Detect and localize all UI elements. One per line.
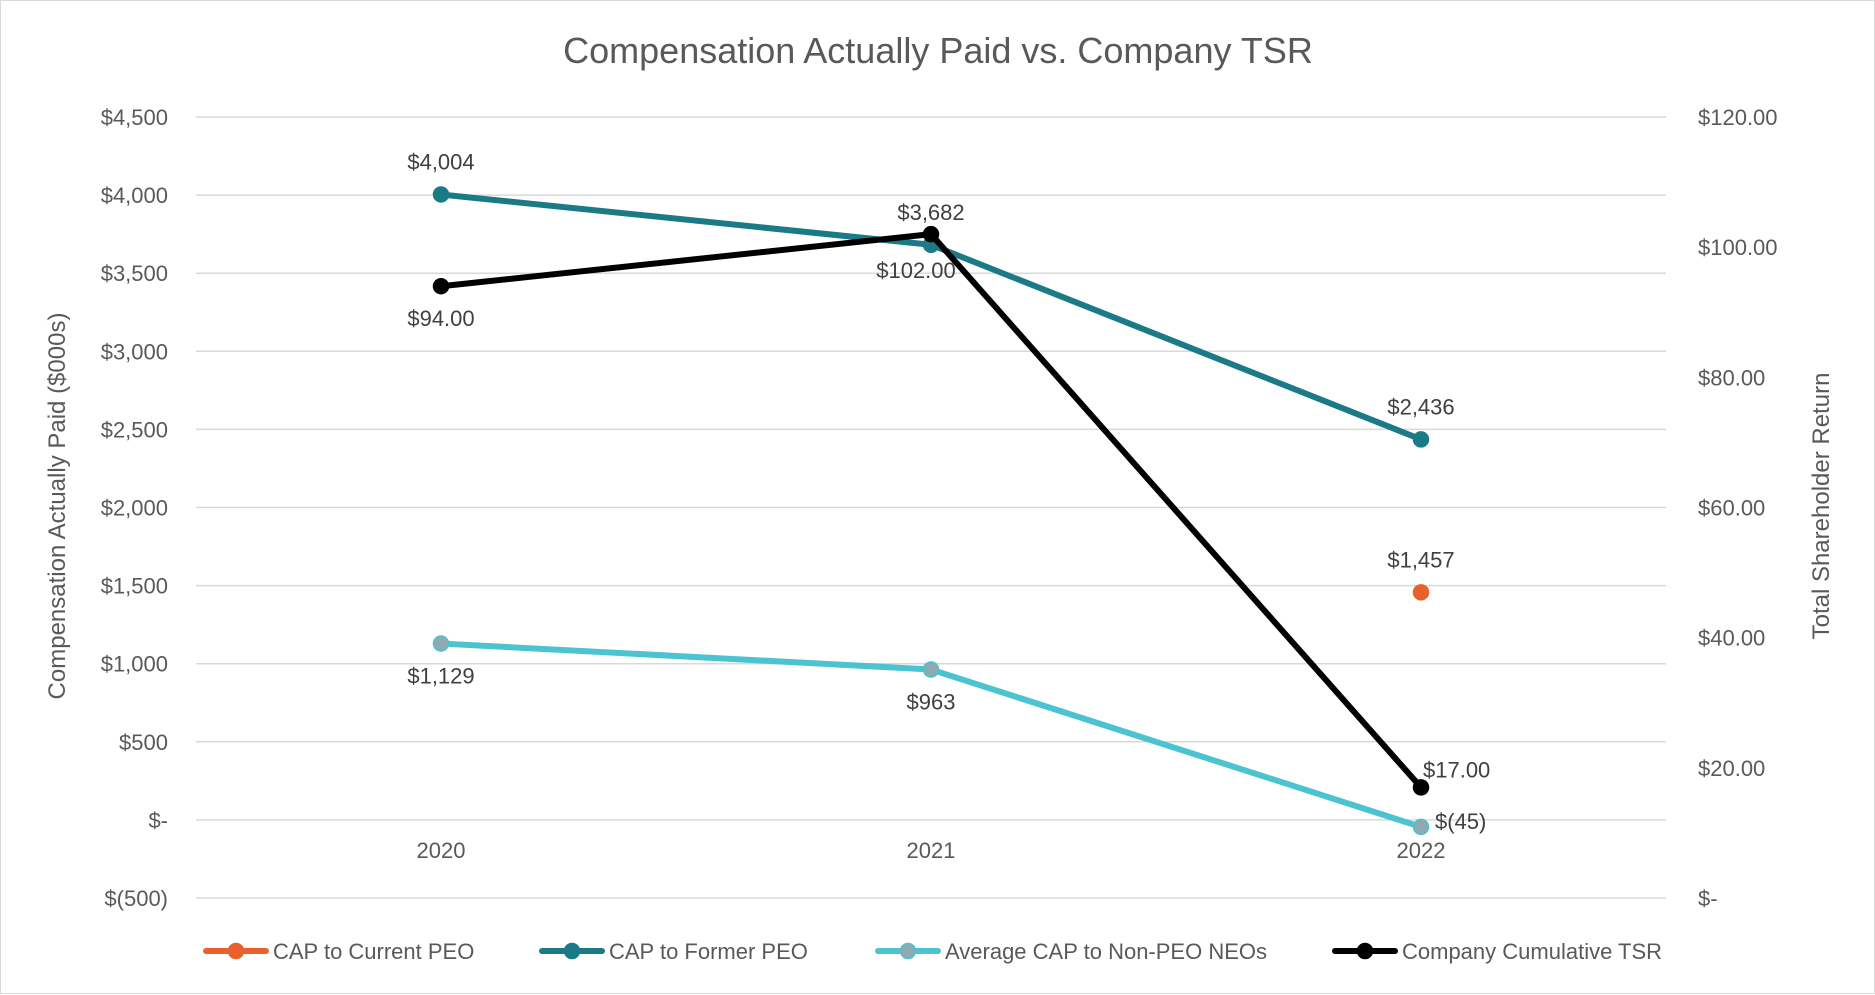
data-label: $1,457: [1387, 547, 1454, 572]
data-label: $94.00: [407, 306, 474, 331]
x-tick-label: 2022: [1397, 838, 1446, 863]
left-tick-label: $2,000: [101, 496, 168, 521]
right-tick-label: $80.00: [1698, 365, 1765, 390]
legend-swatch-marker: [1356, 942, 1374, 960]
legend-label: CAP to Former PEO: [609, 939, 808, 964]
x-axis-ticks: 2020 2021 2022: [417, 838, 1446, 863]
x-tick-label: 2021: [907, 838, 956, 863]
legend-label: Average CAP to Non-PEO NEOs: [945, 939, 1267, 964]
left-tick-label: $4,500: [101, 105, 168, 130]
left-tick-label: $1,500: [101, 574, 168, 599]
right-axis-title: Total Shareholder Return: [1808, 373, 1835, 640]
left-tick-label: $500: [119, 730, 168, 755]
left-axis-title: Compensation Actually Paid ($000s): [44, 313, 71, 700]
legend-label: Company Cumulative TSR: [1402, 939, 1662, 964]
left-tick-label: $3,000: [101, 339, 168, 364]
data-point-marker: [922, 661, 940, 678]
data-label: $4,004: [407, 149, 474, 174]
gridlines: [196, 116, 1666, 899]
legend-label: CAP to Current PEO: [273, 939, 474, 964]
legend: CAP to Current PEO CAP to Former PEO Avera…: [203, 939, 1662, 964]
data-label: $(45): [1435, 809, 1486, 834]
data-point-marker: [432, 186, 450, 203]
legend-swatch-marker: [227, 942, 245, 960]
data-label: $17.00: [1423, 757, 1490, 782]
right-axis-ticks: $- $20.00 $40.00 $60.00 $80.00 $100.00 $120.00: [1698, 105, 1778, 911]
data-point-marker: [922, 225, 940, 243]
right-tick-label: $100.00: [1698, 235, 1778, 260]
left-tick-label: $1,000: [101, 652, 168, 677]
data-point-marker: [432, 635, 450, 652]
legend-swatch-marker: [899, 942, 917, 960]
right-tick-label: $-: [1698, 886, 1718, 911]
left-tick-label: $-: [148, 808, 168, 833]
data-label: $3,682: [897, 200, 964, 225]
chart-title: Compensation Actually Paid vs. Company T…: [563, 30, 1313, 71]
right-tick-label: $40.00: [1698, 626, 1765, 651]
right-tick-label: $120.00: [1698, 105, 1778, 130]
left-axis-ticks: $(500) $- $500 $1,000 $1,500 $2,000 $2,500 $3,0…: [101, 105, 168, 911]
left-tick-label: $2,500: [101, 417, 168, 442]
legend-swatch-marker: [563, 942, 581, 960]
right-tick-label: $60.00: [1698, 496, 1765, 521]
left-tick-label: $3,500: [101, 261, 168, 286]
data-label: $102.00: [876, 258, 956, 283]
data-point-marker: [1412, 584, 1430, 601]
left-tick-label: $4,000: [101, 183, 168, 208]
data-label: $2,436: [1387, 394, 1454, 419]
data-point-marker: [1412, 779, 1430, 796]
data-label: $963: [907, 689, 956, 714]
left-tick-label: $(500): [104, 886, 168, 911]
series-layer: [432, 186, 1430, 836]
data-point-marker: [1412, 431, 1430, 448]
data-point-marker: [1412, 818, 1430, 836]
data-label: $1,129: [407, 664, 474, 689]
data-point-marker: [432, 277, 450, 295]
right-tick-label: $20.00: [1698, 756, 1765, 781]
x-tick-label: 2020: [417, 838, 466, 863]
data-labels: $1,457 $4,004 $3,682 $2,436 $1,129 $963 $(45) $…: [407, 149, 1490, 833]
